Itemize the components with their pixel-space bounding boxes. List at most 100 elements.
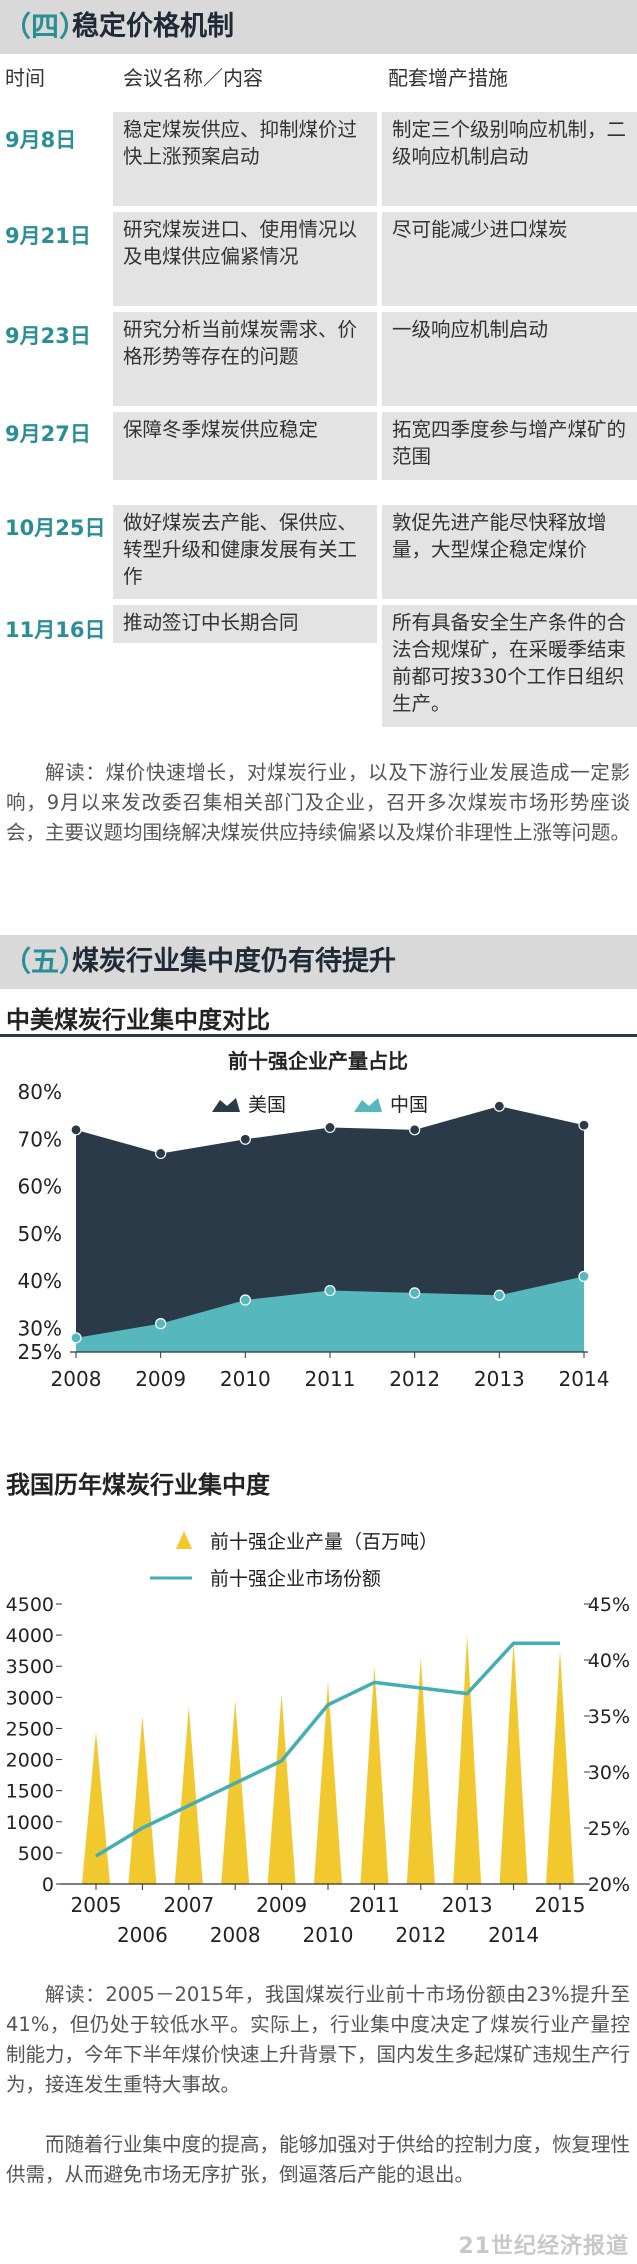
x-tick-label: 2008 — [210, 1923, 261, 1947]
legend-label: 前十强企业产量（百万吨） — [210, 1531, 438, 1553]
y-tick-label: 50% — [18, 1222, 62, 1246]
column-header-time: 时间 — [5, 66, 45, 90]
row-measure: 所有具备安全生产条件的合法合规煤矿，在采暖季结束前都可按330个工作日组织生产。 — [382, 605, 637, 727]
y-tick-label: 70% — [18, 1127, 62, 1151]
y-tick-label: 40% — [18, 1269, 62, 1293]
chart2-heading: 我国历年煤炭行业集中度 — [6, 1471, 270, 1499]
row-meeting: 研究煤炭进口、使用情况以及电煤供应偏紧情况 — [113, 212, 377, 306]
data-point — [493, 1289, 505, 1301]
row-measure: 尽可能减少进口煤炭 — [382, 212, 637, 306]
x-tick-label: 2012 — [395, 1923, 446, 1947]
data-point — [239, 1133, 251, 1145]
bar — [314, 1681, 342, 1884]
series-line — [95, 1641, 560, 1858]
data-point — [324, 1121, 336, 1134]
x-tick-label: 2015 — [535, 1893, 586, 1917]
data-point — [578, 1270, 590, 1282]
bar — [406, 1656, 435, 1884]
y-left-tick-label: 0 — [42, 1874, 54, 1896]
legend-label: 美国 — [248, 1094, 286, 1116]
x-tick-label: 2006 — [117, 1923, 168, 1947]
bar — [221, 1700, 250, 1884]
bar — [82, 1731, 110, 1884]
series-area — [76, 1106, 584, 1352]
x-tick-label: 2011 — [349, 1893, 400, 1917]
section5-analysis-1: 解读：2005－2015年，我国煤炭行业前十市场份额由23%提升至41%，但仍处… — [6, 1983, 631, 2096]
data-point — [70, 1124, 82, 1136]
row-measure: 制定三个级别响应机制，二级响应机制启动 — [382, 112, 637, 206]
y-left-tick-label: 500 — [18, 1843, 54, 1865]
row-measure: 拓宽四季度参与增产煤矿的范围 — [382, 412, 637, 480]
chart1-heading: 中美煤炭行业集中度对比 — [6, 1006, 270, 1034]
x-tick-label: 2009 — [135, 1367, 186, 1391]
y-right-tick-label: 20% — [588, 1874, 630, 1896]
row-meeting: 推动签订中长期合同 — [113, 605, 377, 643]
bar — [453, 1635, 482, 1884]
legend-label: 中国 — [390, 1094, 428, 1116]
x-tick-label: 2009 — [256, 1893, 307, 1917]
row-meeting: 做好煤炭去产能、保供应、转型升级和健康发展有关工作 — [113, 505, 377, 599]
y-tick-label: 60% — [18, 1175, 62, 1199]
row-measure: 敦促先进产能尽快释放增量，大型煤企稳定煤价 — [382, 505, 637, 599]
y-left-tick-label: 4500 — [6, 1594, 54, 1616]
x-tick-label: 2013 — [442, 1893, 493, 1917]
legend-label: 前十强企业市场份额 — [210, 1568, 381, 1590]
section4-analysis: 解读：煤价快速增长，对煤炭行业，以及下游行业发展造成一定影响，9月以来发改委召集… — [6, 761, 631, 844]
watermark-logo: 21世纪经济报道 — [458, 2234, 629, 2259]
bar — [128, 1716, 157, 1884]
row-date: 10月25日 — [5, 516, 106, 540]
row-date: 9月27日 — [5, 422, 91, 446]
x-tick-label: 2007 — [163, 1893, 214, 1917]
x-tick-label: 2010 — [303, 1923, 354, 1947]
y-left-tick-label: 3000 — [6, 1687, 54, 1709]
bar-line-chart: 前十强企业产量（百万吨） 前十强企业市场份额 0 500 1000 1500 2000 250… — [6, 1531, 630, 1947]
row-date: 9月8日 — [5, 128, 77, 152]
x-tick-label: 2012 — [389, 1367, 440, 1391]
section5-analysis-2: 而随着行业集中度的提高，能够加强对于供给的控制力度，恢复理性供需，从而避免市场无… — [6, 2133, 631, 2186]
legend-swatch — [212, 1098, 240, 1112]
row-meeting: 稳定煤炭供应、抑制煤价过快上涨预案启动 — [113, 112, 377, 206]
bar — [174, 1706, 203, 1884]
section4-header: （四） 稳定价格机制 — [0, 0, 637, 54]
data-point — [493, 1100, 505, 1112]
row-meeting: 研究分析当前煤炭需求、价格形势等存在的问题 — [113, 312, 377, 406]
data-point — [324, 1284, 336, 1297]
y-left-tick-label: 2500 — [6, 1718, 54, 1740]
data-point — [409, 1287, 421, 1299]
legend-swatch — [354, 1098, 382, 1112]
y-tick-label: 80% — [18, 1080, 62, 1104]
x-tick-label: 2011 — [305, 1367, 356, 1391]
y-right-tick-label: 40% — [588, 1650, 630, 1672]
y-right-tick-label: 25% — [588, 1818, 630, 1840]
section5-header: （五） 煤炭行业集中度仍有待提升 — [0, 935, 637, 989]
data-point — [409, 1124, 421, 1136]
section5-title: 煤炭行业集中度仍有待提升 — [72, 946, 396, 977]
chart-title: 前十强企业产量占比 — [228, 1049, 408, 1073]
section5-number: （五） — [3, 945, 88, 978]
row-date: 9月23日 — [5, 324, 91, 348]
y-left-tick-label: 2000 — [6, 1750, 54, 1772]
section4-number: （四） — [3, 10, 88, 43]
x-tick-label: 2013 — [474, 1367, 525, 1391]
x-tick-label: 2014 — [488, 1923, 539, 1947]
section4-title: 稳定价格机制 — [72, 11, 234, 42]
bar — [267, 1694, 296, 1884]
data-point — [70, 1332, 82, 1344]
y-left-tick-label: 1500 — [6, 1781, 54, 1803]
column-header-measure: 配套增产措施 — [388, 66, 508, 90]
bar — [499, 1641, 528, 1884]
bar — [546, 1650, 574, 1884]
data-point — [578, 1119, 590, 1131]
divider — [0, 1034, 637, 1037]
row-date: 11月16日 — [5, 618, 106, 642]
y-right-tick-label: 45% — [588, 1594, 630, 1616]
data-point — [239, 1294, 251, 1306]
data-point — [155, 1147, 167, 1160]
data-point — [155, 1318, 167, 1330]
legend-swatch — [176, 1531, 192, 1549]
x-tick-label: 2010 — [220, 1367, 271, 1391]
y-tick-label: 25% — [18, 1340, 62, 1364]
x-tick-label: 2014 — [559, 1367, 610, 1391]
column-header-meeting: 会议名称／内容 — [123, 66, 263, 90]
y-left-tick-label: 1000 — [6, 1812, 54, 1834]
